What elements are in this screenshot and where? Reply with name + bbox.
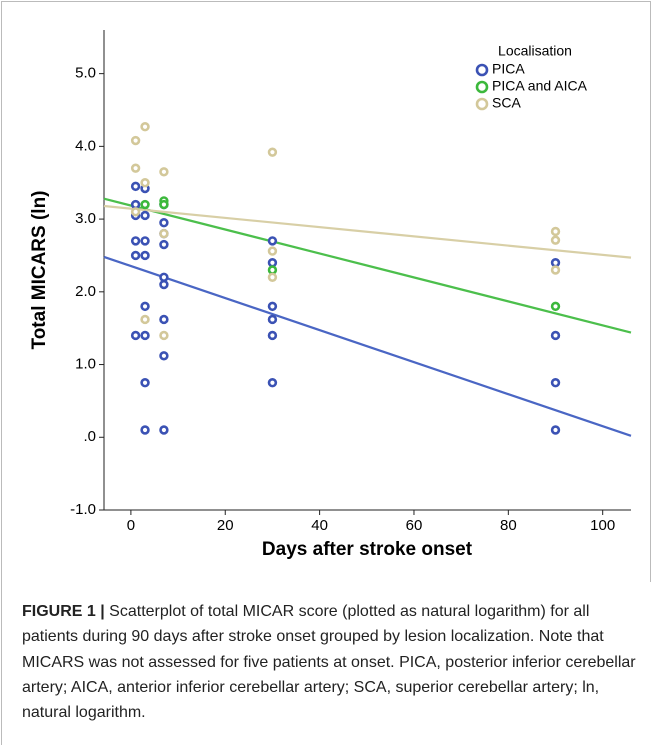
legend-label: PICA and AICA	[492, 78, 588, 94]
point	[267, 330, 278, 341]
fit-line	[103, 204, 632, 259]
point	[267, 314, 278, 325]
point	[130, 207, 141, 217]
point	[140, 210, 150, 221]
x-tick-label: 0	[127, 517, 135, 534]
x-tick-label: 100	[590, 517, 615, 534]
point	[267, 301, 278, 312]
point	[550, 301, 561, 312]
point	[130, 163, 141, 173]
point	[130, 135, 141, 146]
point	[159, 239, 169, 250]
point	[159, 199, 169, 210]
point	[130, 250, 141, 261]
point	[140, 250, 150, 261]
x-tick-label: 80	[500, 517, 517, 534]
point	[159, 351, 169, 361]
x-tick-label: 60	[406, 517, 423, 534]
point	[140, 301, 150, 312]
legend-label: SCA	[492, 95, 521, 111]
fit-line	[103, 197, 632, 334]
legend-marker	[475, 80, 489, 94]
point	[159, 218, 169, 228]
point	[140, 378, 150, 388]
x-tick-label: 20	[217, 517, 234, 534]
caption-text: Scatterplot of total MICAR score (plotte…	[22, 603, 636, 722]
point	[550, 330, 561, 341]
y-tick-label: 2.0	[75, 283, 96, 300]
y-axis-label: Total MICARS (ln)	[29, 190, 50, 349]
point	[159, 228, 169, 239]
point	[267, 265, 278, 275]
chart: Total MICARS (ln) Days after stroke onse…	[29, 30, 632, 560]
point	[140, 314, 150, 325]
point	[159, 314, 169, 325]
point	[130, 199, 141, 210]
legend-title: Localisation	[498, 43, 572, 59]
point	[130, 330, 141, 341]
point	[550, 378, 561, 388]
point	[267, 236, 278, 246]
fit-line	[103, 255, 632, 437]
point	[267, 378, 278, 388]
x-tick-label: 40	[311, 517, 328, 534]
y-tick-label: 5.0	[75, 65, 96, 82]
point	[550, 235, 561, 245]
point	[159, 425, 169, 435]
y-tick-label: 3.0	[75, 210, 96, 227]
point	[267, 258, 278, 268]
y-tick-label: .0	[83, 428, 96, 445]
point	[550, 425, 561, 435]
legend-marker	[475, 63, 489, 77]
point	[140, 199, 150, 210]
point	[550, 226, 561, 237]
caption-label: FIGURE 1 |	[22, 603, 105, 620]
y-tick-label: 1.0	[75, 356, 96, 373]
point	[140, 330, 150, 341]
point	[267, 147, 278, 157]
figure-frame	[1, 1, 651, 582]
legend-marker	[475, 97, 489, 111]
point	[140, 122, 150, 132]
x-axis-label: Days after stroke onset	[262, 539, 473, 560]
point	[159, 279, 169, 290]
point	[130, 236, 141, 246]
point	[159, 330, 169, 341]
point	[159, 167, 169, 177]
point	[550, 265, 561, 275]
point	[140, 425, 150, 435]
point	[140, 236, 150, 246]
legend-label: PICA	[492, 61, 525, 77]
point	[267, 272, 278, 282]
point	[267, 246, 278, 256]
caption: FIGURE 1 | Scatterplot of total MICAR sc…	[1, 582, 637, 745]
y-tick-label: -1.0	[70, 501, 96, 518]
y-tick-label: 4.0	[75, 137, 96, 154]
point	[550, 258, 561, 268]
point	[130, 181, 141, 192]
point	[159, 272, 169, 282]
point	[140, 178, 150, 188]
